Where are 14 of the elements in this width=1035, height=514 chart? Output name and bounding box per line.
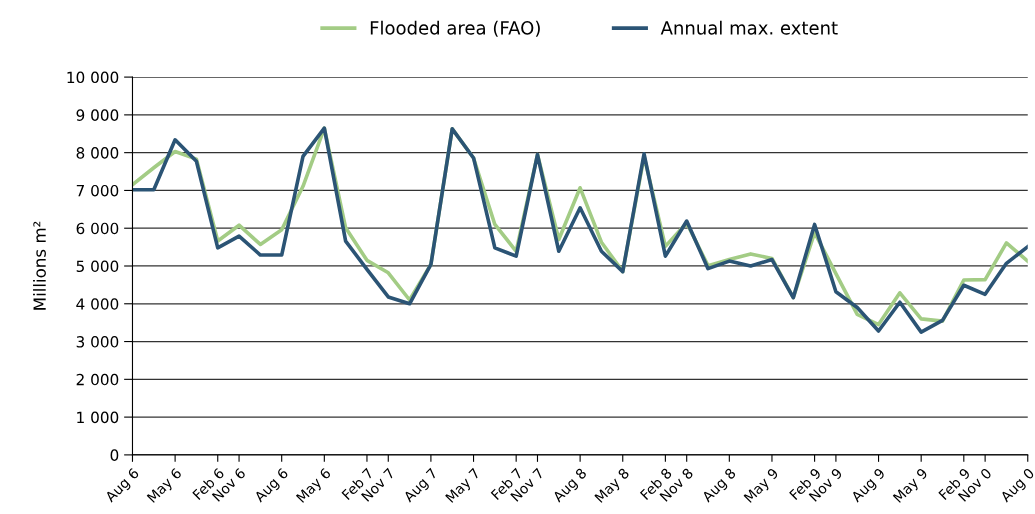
y-tick-label: 5 000 <box>76 260 119 273</box>
legend-label: Annual max. extent <box>660 20 838 35</box>
legend-label: Flooded area (FAO) <box>370 20 540 37</box>
y-tick-label: 6 000 <box>76 222 119 235</box>
y-axis-title: Millions m² <box>33 221 46 310</box>
y-tick-label: 8 000 <box>76 147 119 159</box>
y-tick-label: 4 000 <box>76 298 119 310</box>
y-tick-label: 0 <box>110 449 119 461</box>
y-tick-label: 3 000 <box>76 336 119 348</box>
y-tick-label: 1 000 <box>77 411 119 424</box>
y-tick-label: 9 000 <box>76 109 119 121</box>
y-tick-label: 2 000 <box>76 373 119 386</box>
y-tick-label: 7 000 <box>76 184 119 197</box>
y-tick-label: 10 000 <box>67 71 119 84</box>
